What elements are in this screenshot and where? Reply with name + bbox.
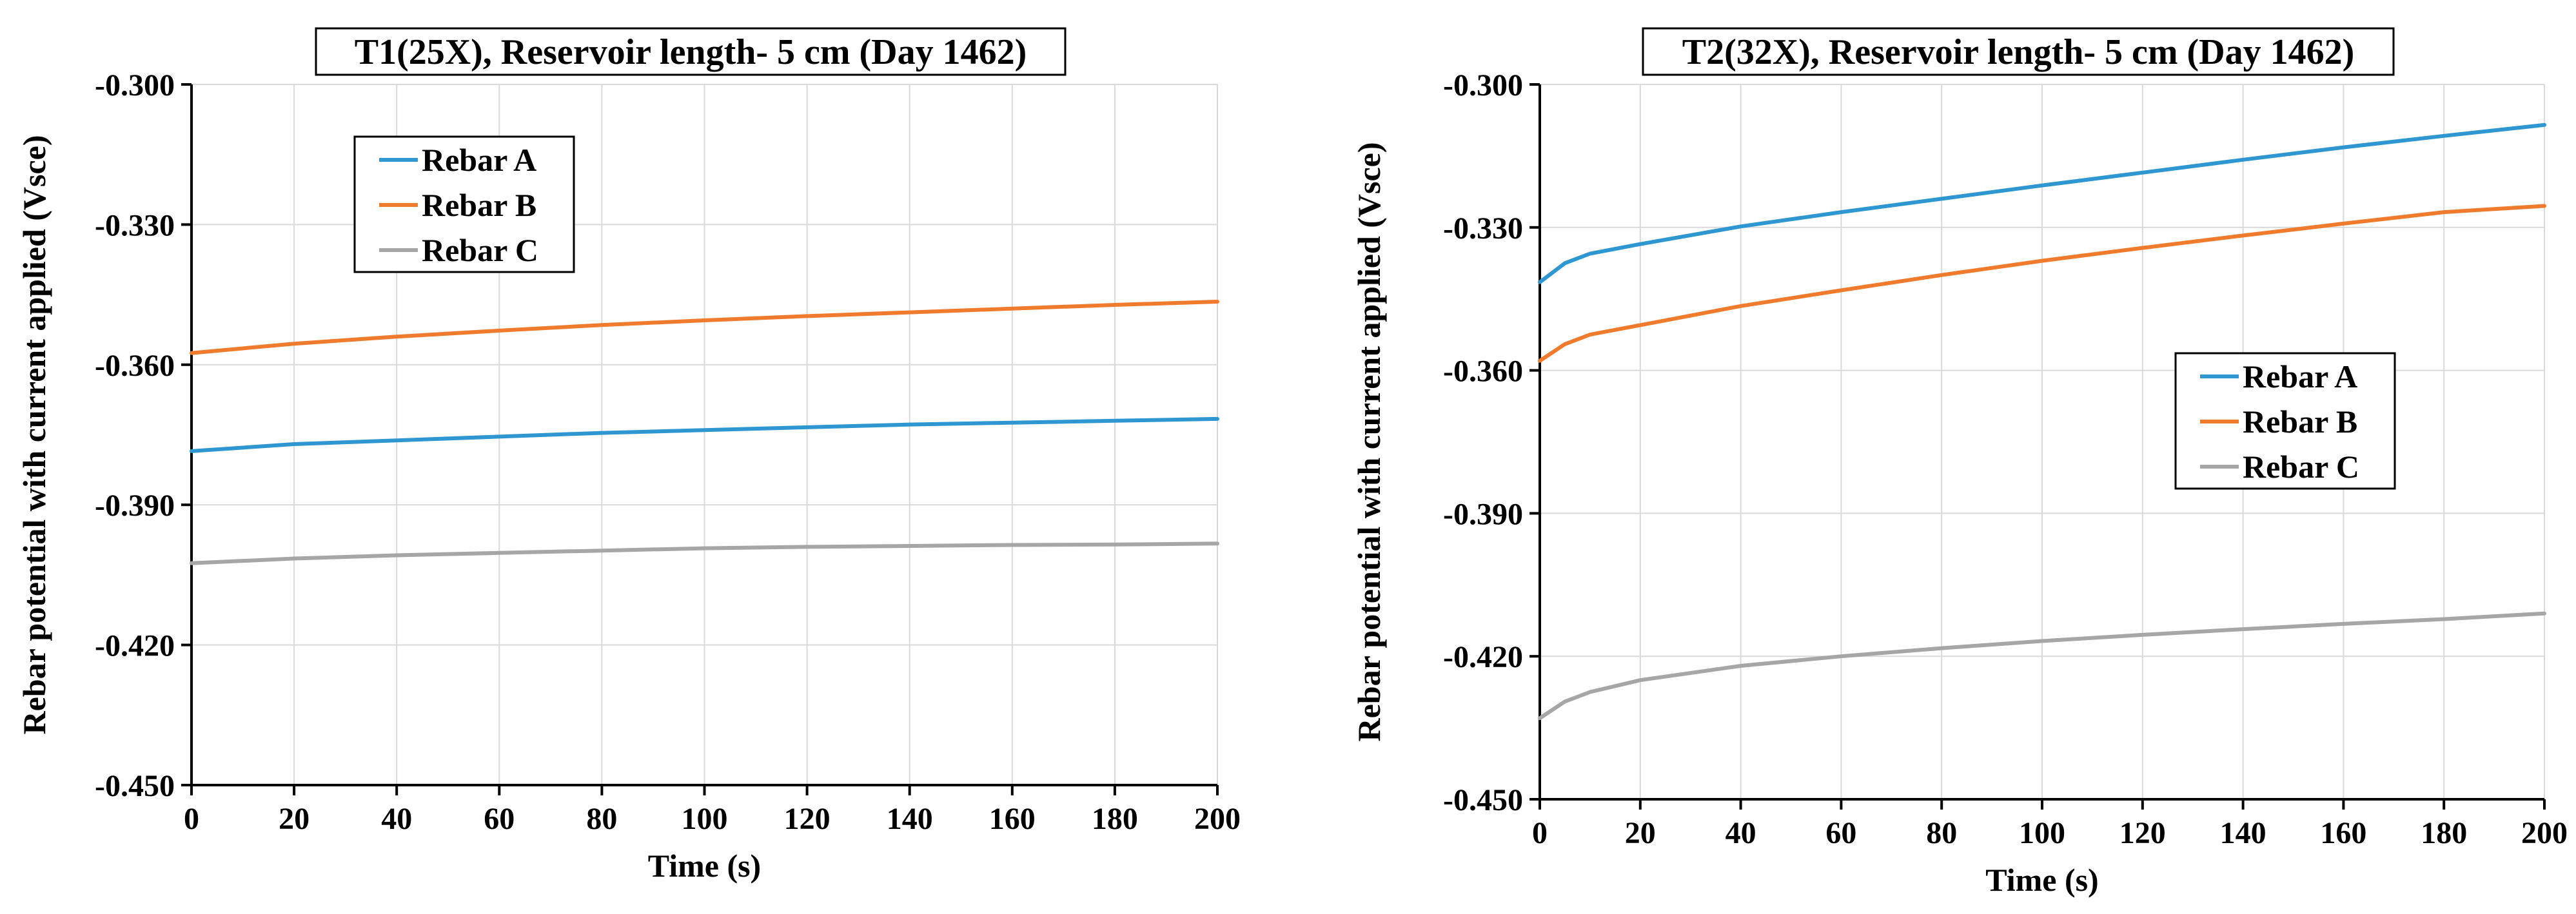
y-tick-label: -0.300	[95, 68, 175, 102]
legend-label: Rebar C	[2243, 449, 2359, 485]
grid	[1539, 84, 2545, 800]
x-tick-label: 20	[279, 802, 310, 836]
y-tick-label: -0.330	[95, 208, 175, 242]
x-axis-label: Time (s)	[1985, 862, 2098, 898]
y-tick-label: -0.360	[95, 349, 175, 383]
chart-title: T2(32X), Reservoir length- 5 cm (Day 146…	[1682, 32, 2355, 72]
x-tick-label: 0	[184, 802, 199, 836]
series-line-rebar-b	[190, 300, 1219, 355]
y-tick-label: -0.360	[1443, 355, 1523, 389]
x-tick-label: 120	[2119, 816, 2166, 850]
legend: Rebar A Rebar B Rebar C	[353, 135, 575, 273]
x-tick-label: 140	[2220, 816, 2266, 850]
legend-label: Rebar A	[422, 142, 536, 178]
x-tick-label: 200	[1194, 802, 1241, 836]
series-line-rebar-c	[190, 541, 1219, 565]
legend: Rebar A Rebar B Rebar C	[2174, 352, 2396, 490]
x-tick-label: 200	[2521, 816, 2568, 850]
legend-label: Rebar B	[422, 187, 536, 223]
series-line-rebar-b	[1538, 204, 2546, 363]
chart-title-box	[315, 27, 1067, 76]
x-tick-label: 100	[682, 802, 728, 836]
x-tick-label: 60	[484, 802, 515, 836]
x-tick-label: 100	[2019, 816, 2065, 850]
x-tick-label: 20	[1625, 816, 1656, 850]
y-axis-label: Rebar potential with current applied (Vs…	[16, 135, 52, 734]
x-tick-label: 80	[586, 802, 617, 836]
chart-title-box	[1642, 27, 2395, 76]
legend-label: Rebar B	[2243, 404, 2357, 440]
x-tick-label: 160	[989, 802, 1036, 836]
y-tick-label: -0.330	[1443, 211, 1523, 246]
x-tick-label: 120	[784, 802, 831, 836]
legend-label: Rebar C	[422, 232, 538, 268]
x-tick-label: 180	[2421, 816, 2467, 850]
series-line-rebar-a	[190, 416, 1219, 453]
y-tick-label: -0.390	[1443, 497, 1523, 531]
x-axis-label: Time (s)	[648, 848, 761, 884]
x-tick-label: 180	[1092, 802, 1138, 836]
x-tick-label: 40	[381, 802, 412, 836]
x-tick-label: 140	[887, 802, 933, 836]
y-tick-label: -0.450	[1443, 783, 1523, 817]
x-tick-label: 0	[1532, 816, 1548, 850]
y-tick-label: -0.450	[95, 769, 175, 803]
chart-title: T1(25X), Reservoir length- 5 cm (Day 146…	[355, 32, 1027, 72]
x-tick-label: 80	[1926, 816, 1957, 850]
y-tick-label: -0.390	[95, 489, 175, 523]
chart-panel-2: -0.300 -0.330 -0.360 -0.390 -0.420 -0.450 0 20 4…	[1351, 27, 2568, 898]
grid	[191, 84, 1218, 786]
chart-panel-1: -0.300 -0.330 -0.360 -0.390 -0.420 -0.450 0 20 4…	[16, 27, 1241, 884]
legend-label: Rebar A	[2243, 358, 2357, 394]
x-tick-label: 40	[1726, 816, 1756, 850]
y-tick-label: -0.420	[95, 629, 175, 663]
y-tick-label: -0.300	[1443, 68, 1523, 102]
x-tick-label: 160	[2320, 816, 2366, 850]
series-line-rebar-c	[1538, 611, 2546, 721]
y-axis-label: Rebar potential with current applied (Vs…	[1351, 142, 1387, 741]
y-tick-label: -0.420	[1443, 640, 1523, 674]
x-tick-label: 60	[1825, 816, 1856, 850]
series-line-rebar-a	[1538, 122, 2546, 284]
